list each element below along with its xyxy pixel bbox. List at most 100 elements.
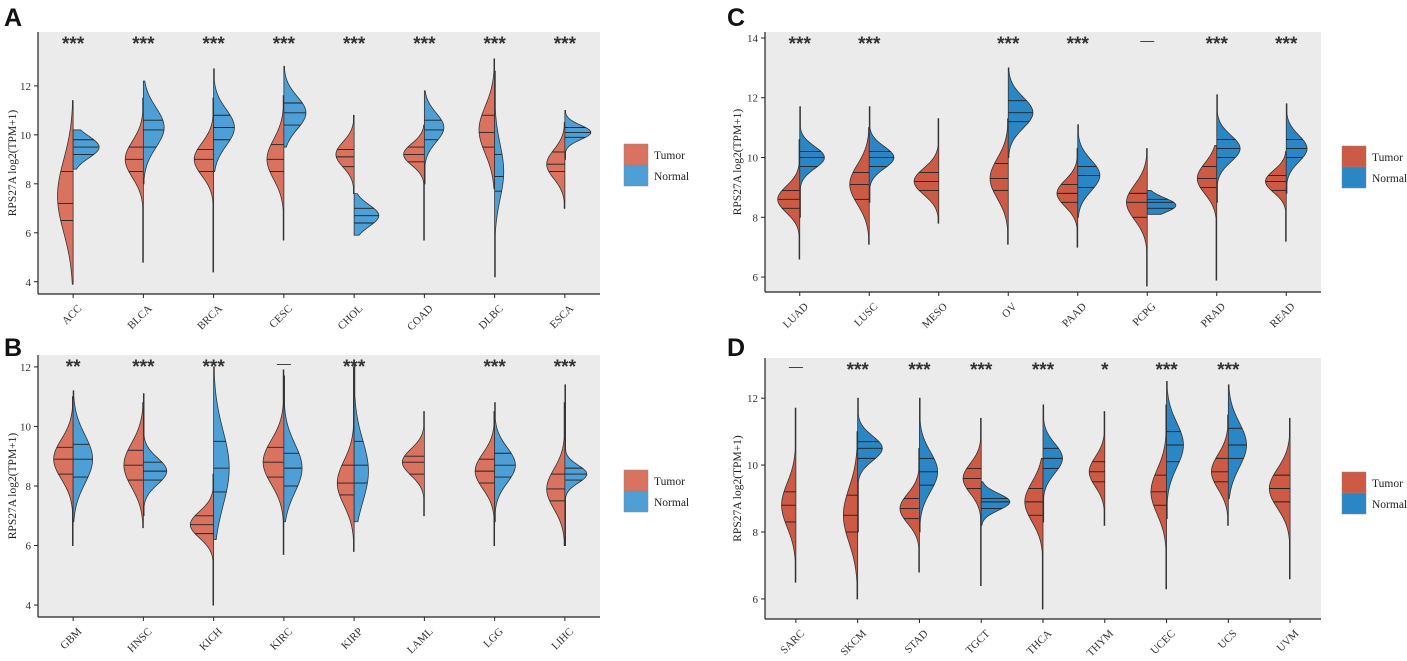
violin-LUAD xyxy=(777,106,825,260)
normal-half-CESC-body xyxy=(283,65,307,148)
panel-letter: D xyxy=(727,334,745,362)
tumor-half-READ-body xyxy=(1265,151,1287,242)
category-label-LAML: LAML xyxy=(405,626,436,657)
category-label-LIHC: LIHC xyxy=(549,626,576,653)
tumor-half-THCA-body xyxy=(1024,457,1044,610)
y-tick-label: 12 xyxy=(20,362,31,374)
y-tick-label: 14 xyxy=(747,33,759,45)
category-label-CHOL: CHOL xyxy=(336,303,366,333)
tumor-half-LGG-body xyxy=(474,411,496,546)
legend-normal-swatch xyxy=(623,164,649,187)
legend-C: Tumor Normal xyxy=(1341,145,1407,189)
plot-background xyxy=(38,355,600,617)
significance-PRAD: *** xyxy=(1206,34,1229,55)
legend-A: Tumor Normal xyxy=(623,143,689,187)
violin-KICH xyxy=(189,366,230,606)
violin-UCS xyxy=(1211,384,1247,526)
violin-LAML xyxy=(401,411,425,517)
y-tick-label: 4 xyxy=(26,600,32,612)
tumor-half-BLCA-body xyxy=(124,97,144,263)
violin-PCPG xyxy=(1126,148,1177,287)
category-label-BRCA: BRCA xyxy=(195,303,225,333)
y-tick-label: 8 xyxy=(26,179,32,191)
violin-BLCA xyxy=(124,80,165,263)
legend-tumor-label: Tumor xyxy=(1372,478,1403,490)
legend-normal-label: Normal xyxy=(654,497,689,509)
significance-LGG: *** xyxy=(484,357,507,378)
significance-TGCT: *** xyxy=(970,360,993,381)
violin-LIHC xyxy=(546,384,588,546)
category-label-UVM: UVM xyxy=(1275,628,1302,655)
violin-HNSC xyxy=(123,393,168,529)
y-axis-label: RPS27A log2(TPM+1) xyxy=(7,110,19,217)
violin-SARC xyxy=(781,407,797,583)
significance-COAD: *** xyxy=(413,34,436,55)
category-label-COAD: COAD xyxy=(405,303,436,334)
tumor-half-MESO-body xyxy=(913,118,940,224)
category-label-ESCA: ESCA xyxy=(548,303,576,331)
significance-READ: *** xyxy=(1275,34,1298,55)
category-label-ACC: ACC xyxy=(60,303,84,327)
violin-MESO xyxy=(913,118,940,224)
significance-UCEC: *** xyxy=(1155,360,1178,381)
category-label-KIRC: KIRC xyxy=(268,626,295,653)
tumor-half-KICH-body xyxy=(189,473,215,606)
significance-GBM: ** xyxy=(66,357,81,378)
category-label-BLCA: BLCA xyxy=(125,303,154,332)
y-tick-label: 8 xyxy=(753,527,759,539)
panel-letter: A xyxy=(4,4,22,32)
tumor-half-CHOL-body xyxy=(335,114,355,195)
significance-ACC: *** xyxy=(62,34,85,55)
violin-PAAD xyxy=(1056,124,1101,248)
normal-half-CHOL-body xyxy=(353,193,380,236)
significance-KIRC: — xyxy=(277,355,291,371)
tumor-half-UCEC-body xyxy=(1150,404,1167,590)
violin-KIRP xyxy=(336,363,369,552)
plot-background xyxy=(765,32,1321,292)
category-label-PCPG: PCPG xyxy=(1131,301,1159,329)
significance-LIHC: *** xyxy=(554,357,577,378)
significance-SARC: — xyxy=(789,358,803,374)
significance-ESCA: *** xyxy=(554,34,577,55)
violin-STAD xyxy=(899,397,938,573)
significance-SKCM: *** xyxy=(847,360,870,381)
significance-STAD: *** xyxy=(908,360,931,381)
tumor-half-KIRP-body xyxy=(336,366,355,552)
normal-half-KIRC-body xyxy=(283,375,303,523)
normal-half-BLCA-body xyxy=(142,80,165,185)
violin-SKCM xyxy=(842,397,883,600)
legend-tumor-swatch xyxy=(623,469,649,492)
tumor-half-CESC-body xyxy=(266,95,285,241)
plot-background xyxy=(38,32,600,294)
tumor-half-COAD-body xyxy=(403,124,425,241)
significance-CHOL: *** xyxy=(343,34,366,55)
violin-THCA xyxy=(1024,404,1063,610)
violin-LUSC xyxy=(849,106,895,245)
y-tick-label: 6 xyxy=(753,594,759,606)
category-label-THCA: THCA xyxy=(1025,628,1055,658)
category-label-SKCM: SKCM xyxy=(838,628,869,659)
category-label-READ: READ xyxy=(1268,301,1298,331)
violin-PRAD xyxy=(1196,94,1241,281)
panel-letter: B xyxy=(4,334,22,362)
y-tick-label: 10 xyxy=(20,421,32,433)
normal-half-TGCT-body xyxy=(980,481,1011,526)
tumor-half-BRCA-body xyxy=(193,97,215,273)
tumor-half-UVM-body xyxy=(1268,417,1291,580)
violin-COAD xyxy=(403,90,445,241)
legend-B: Tumor Normal xyxy=(623,469,689,513)
tumor-half-TGCT-body xyxy=(962,417,982,586)
tumor-half-OV-body xyxy=(989,118,1009,245)
category-label-TGCT: TGCT xyxy=(964,628,993,657)
legend-tumor-swatch xyxy=(623,143,649,166)
normal-half-ESCA-body xyxy=(564,109,592,160)
legend-normal-swatch xyxy=(623,490,649,513)
y-axis-label: RPS27A log2(TPM+1) xyxy=(7,433,19,540)
significance-THCA: *** xyxy=(1032,360,1055,381)
significance-THYM: * xyxy=(1101,360,1109,381)
normal-half-PAAD-body xyxy=(1077,124,1101,218)
normal-half-BRCA-body xyxy=(213,68,235,172)
y-tick-label: 8 xyxy=(26,481,32,493)
violin-ESCA xyxy=(546,109,592,209)
